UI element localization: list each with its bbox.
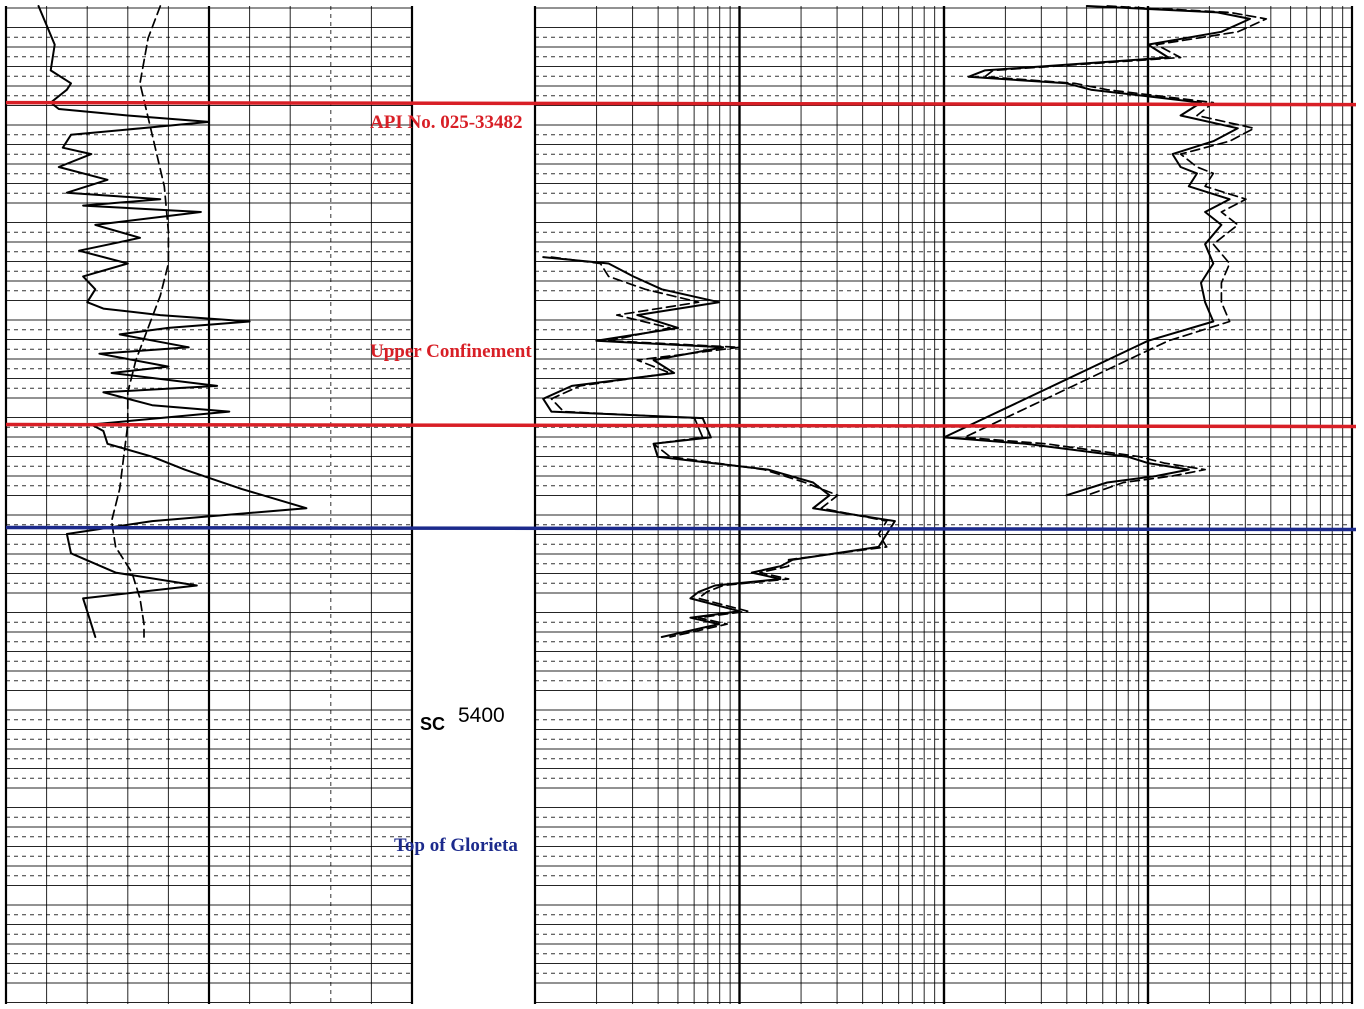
depth-reference-value: 5400 bbox=[458, 704, 505, 727]
upper-confinement-line bbox=[5, 422, 1357, 429]
track-1-curve-2 bbox=[110, 5, 170, 638]
upper-confinement-label: Upper Confinement bbox=[370, 341, 532, 362]
api-number-label: API No. 025-33482 bbox=[370, 112, 523, 133]
chart-labels: API No. 025-33482 Upper Confinement Top … bbox=[370, 112, 532, 856]
top-of-glorieta-line bbox=[5, 525, 1357, 532]
track-2-curve-2 bbox=[550, 256, 888, 638]
track-3-curve-2 bbox=[963, 5, 1268, 497]
top-of-glorieta-label: Top of Glorieta bbox=[394, 835, 518, 856]
top-boundary-line bbox=[5, 100, 1357, 107]
depth-reference-code: SC bbox=[420, 714, 445, 734]
formation-markers bbox=[5, 100, 1357, 532]
track-1-curve-1 bbox=[37, 5, 308, 638]
track-3-curve-1 bbox=[943, 5, 1251, 497]
log-curves bbox=[37, 5, 1268, 638]
track-2-curve-1 bbox=[542, 256, 896, 638]
log-grid bbox=[4, 6, 1354, 1004]
